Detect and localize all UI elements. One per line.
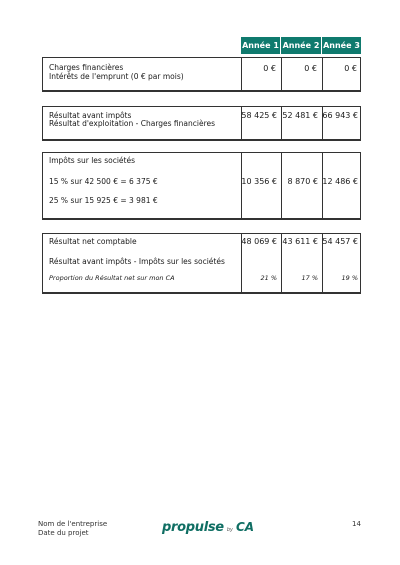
impots-line-1: 15 % sur 42 500 € = 6 375 € [49, 177, 158, 186]
charges-financieres-box: Charges financières Intérêts de l'emprun… [42, 57, 361, 92]
charges-title: Charges financières [49, 63, 124, 72]
resultat-net-value-3: 54 457 € [322, 237, 358, 246]
header-year-2: Année 2 [281, 37, 321, 54]
footer-company-name: Nom de l'entreprise [38, 520, 108, 528]
logo-by-text: by [226, 527, 233, 533]
logo-main-text: propulse [162, 520, 224, 535]
resultat-avant-value-1: 58 425 € [241, 111, 277, 120]
resultat-avant-impots-box: Résultat avant impôts Résultat d'exploit… [42, 106, 361, 141]
charges-subtitle: Intérêts de l'emprunt (0 € par mois) [49, 72, 184, 81]
resultat-avant-subtitle: Résultat d'exploitation - Charges financ… [49, 119, 216, 128]
propulse-logo: propulse by CA [162, 520, 254, 535]
charges-value-1: 0 € [263, 64, 276, 73]
header-year-1: Année 1 [241, 37, 280, 54]
footer-project-date: Date du projet [38, 529, 89, 537]
impots-value-3: 12 486 € [322, 177, 358, 186]
charges-value-3: 0 € [344, 64, 357, 73]
logo-ca-icon: CA [235, 520, 255, 534]
resultat-avant-value-3: 66 943 € [322, 111, 358, 120]
resultat-net-box: Résultat net comptable Résultat avant im… [42, 233, 361, 294]
resultat-avant-title: Résultat avant impôts [49, 111, 132, 120]
charges-value-2: 0 € [304, 64, 317, 73]
impots-title: Impôts sur les sociétés [49, 156, 135, 165]
resultat-avant-value-2: 52 481 € [282, 111, 318, 120]
resultat-net-proportion-2: 17 % [301, 274, 318, 282]
header-year-3: Année 3 [322, 37, 361, 54]
resultat-net-proportion-3: 19 % [341, 274, 358, 282]
impots-value-1: 10 356 € [241, 177, 277, 186]
resultat-net-proportion-1: 21 % [260, 274, 277, 282]
impots-line-2: 25 % sur 15 925 € = 3 981 € [49, 196, 158, 205]
resultat-net-value-2: 43 611 € [282, 237, 318, 246]
resultat-net-proportion-label: Proportion du Résultat net sur mon CA [49, 274, 175, 282]
resultat-net-title: Résultat net comptable [49, 237, 137, 246]
resultat-net-subtitle: Résultat avant impôts - Impôts sur les s… [49, 257, 225, 266]
impots-value-2: 8 870 € [287, 177, 318, 186]
resultat-net-value-1: 48 069 € [241, 237, 277, 246]
impots-box: Impôts sur les sociétés 15 % sur 42 500 … [42, 152, 361, 220]
page-number: 14 [352, 520, 361, 528]
